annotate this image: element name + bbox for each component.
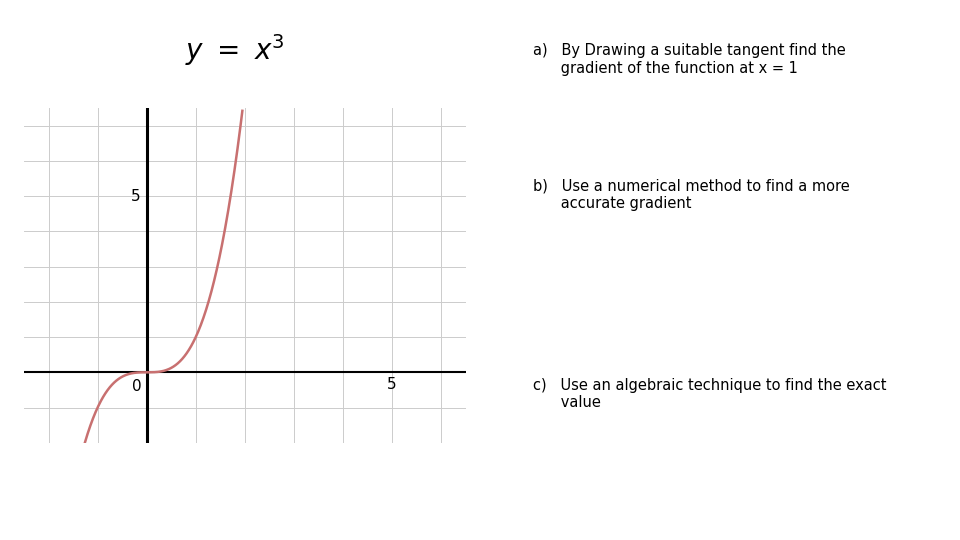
Text: 5: 5 [132, 188, 141, 204]
Text: b)   Use a numerical method to find a more
      accurate gradient: b) Use a numerical method to find a more… [533, 178, 850, 211]
Text: c)   Use an algebraic technique to find the exact
      value: c) Use an algebraic technique to find th… [533, 378, 886, 410]
Text: 5: 5 [387, 376, 396, 392]
Text: 0: 0 [132, 379, 142, 394]
Text: $y \ = \ x^3$: $y \ = \ x^3$ [185, 32, 285, 68]
Text: a)   By Drawing a suitable tangent find the
      gradient of the function at x : a) By Drawing a suitable tangent find th… [533, 43, 846, 76]
